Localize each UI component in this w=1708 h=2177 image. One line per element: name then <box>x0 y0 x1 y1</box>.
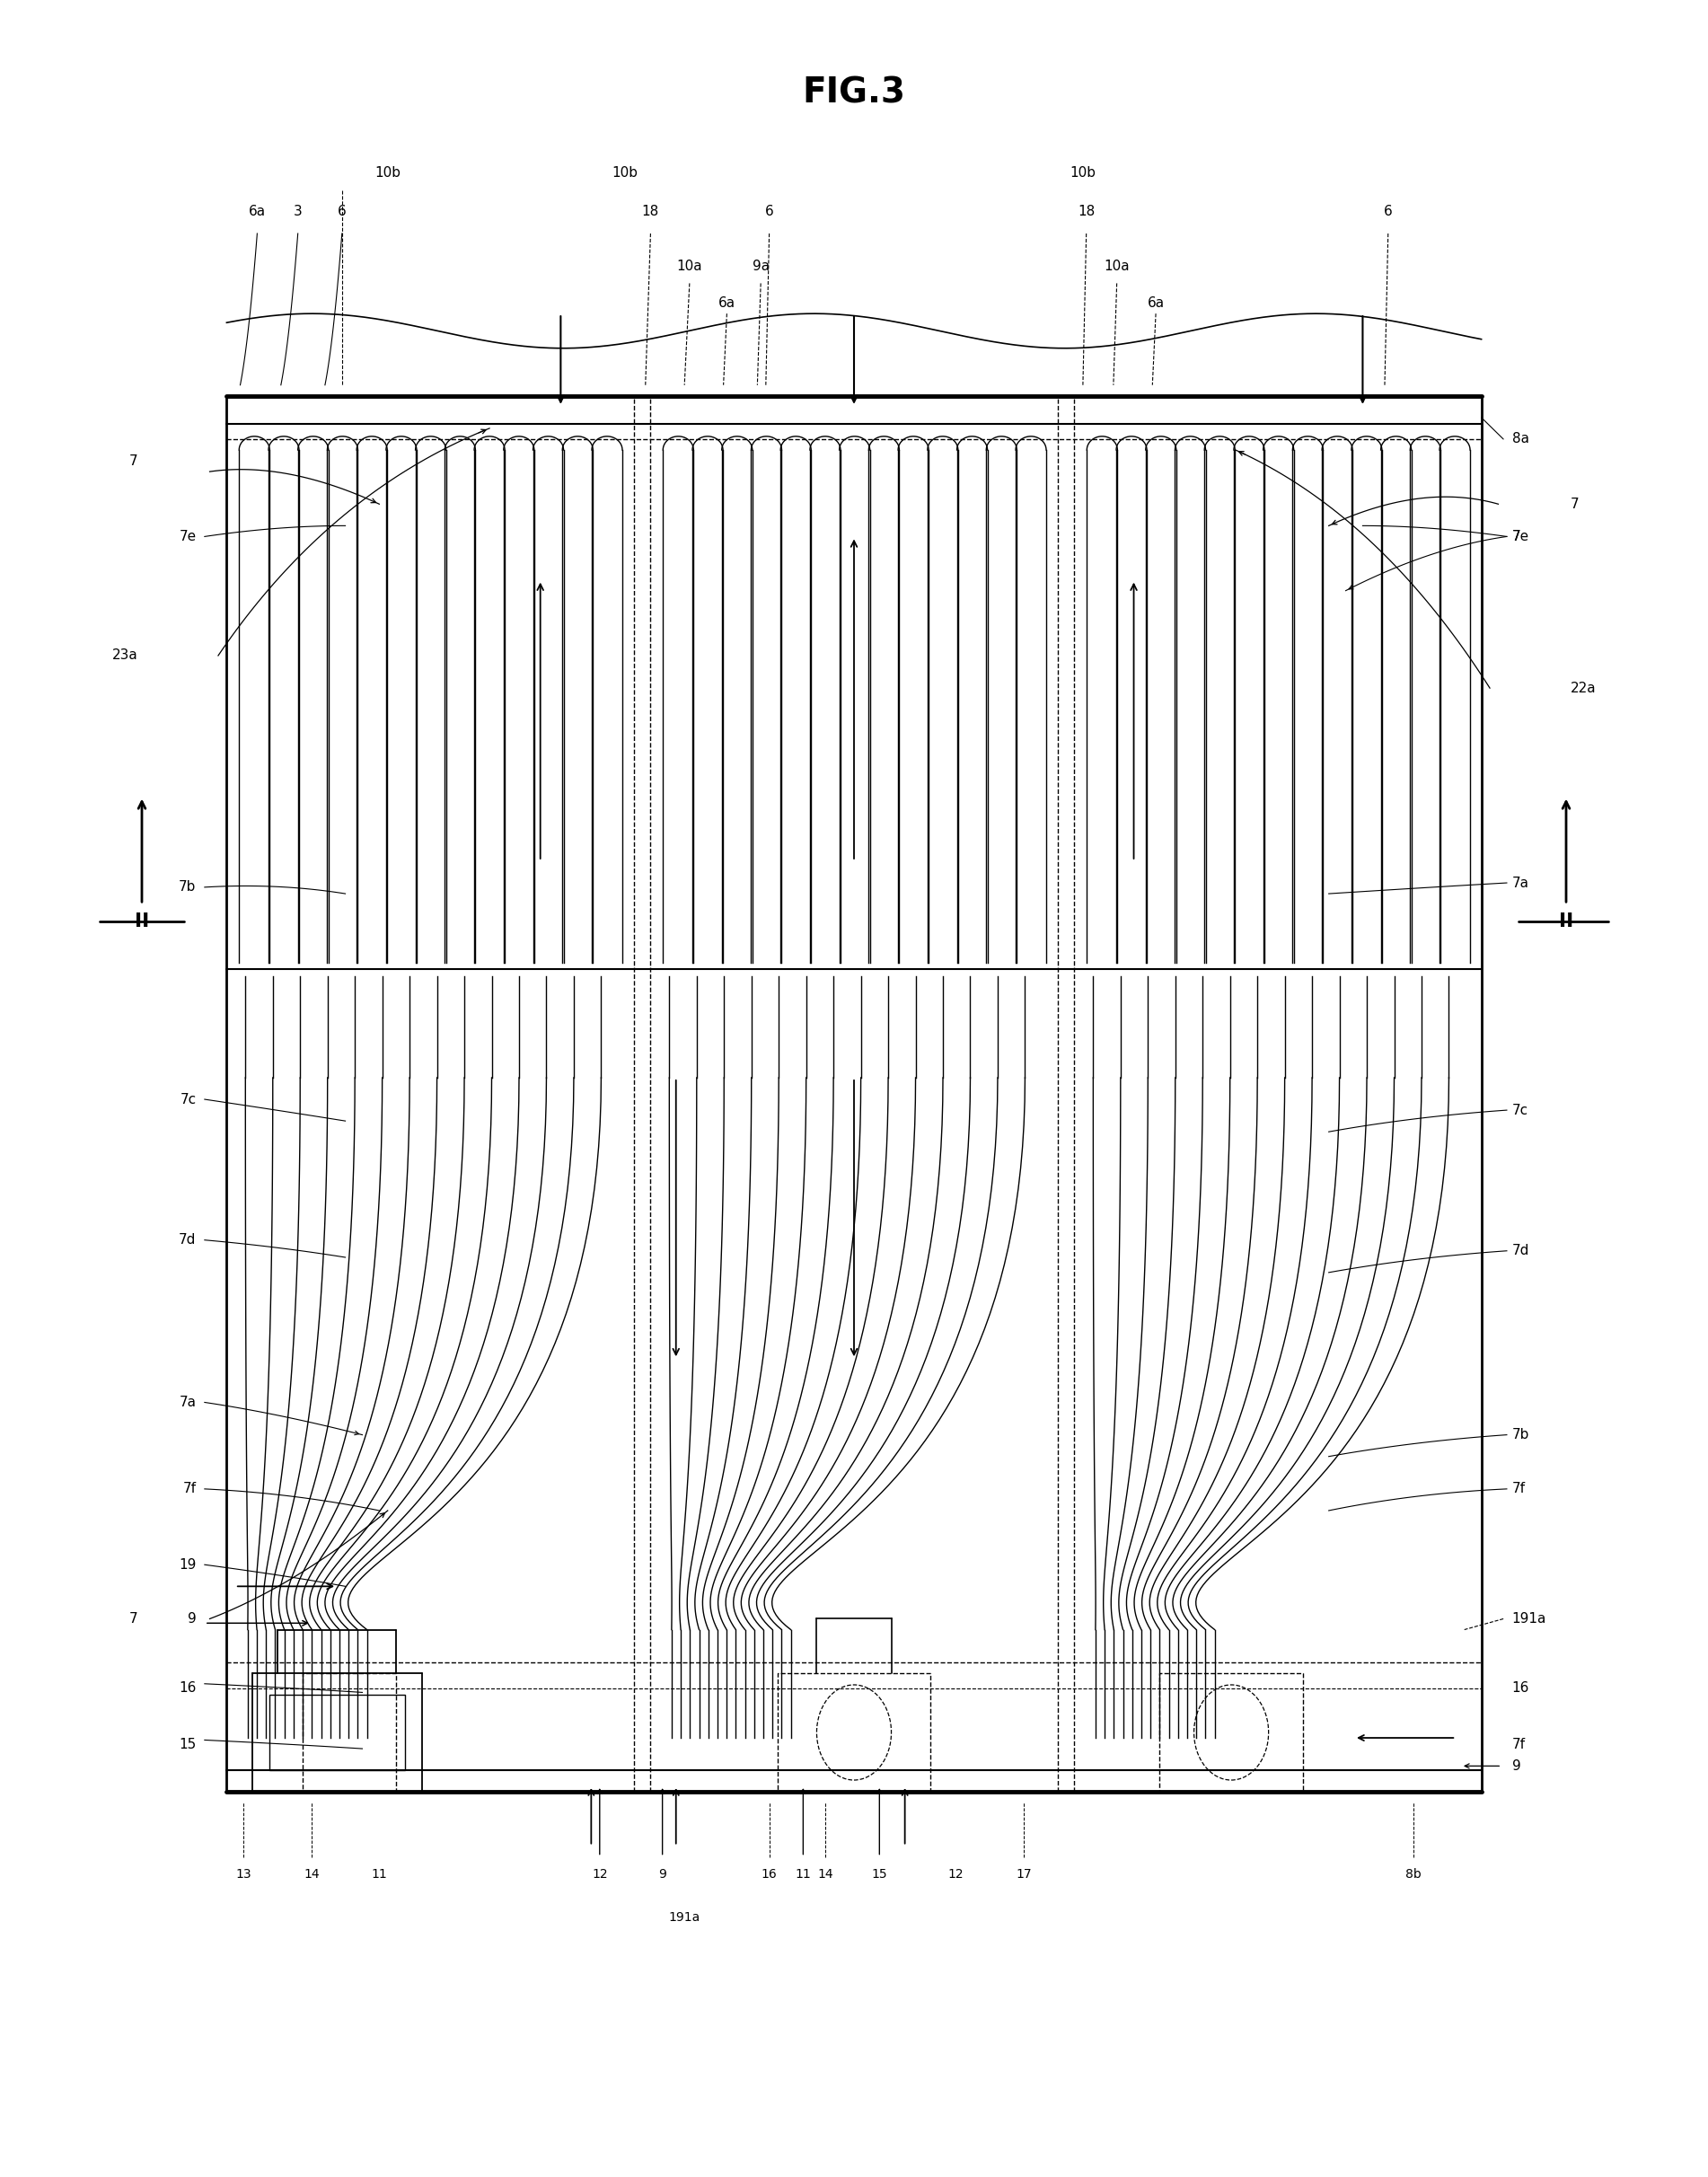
Text: 17: 17 <box>1016 1868 1032 1881</box>
Text: 7b: 7b <box>1512 1428 1529 1441</box>
Text: 15: 15 <box>179 1737 196 1750</box>
Text: 8a: 8a <box>1512 433 1529 446</box>
Text: 191a: 191a <box>668 1911 700 1924</box>
Text: 15: 15 <box>871 1868 888 1881</box>
Text: 7c: 7c <box>179 1093 196 1106</box>
Text: 7a: 7a <box>179 1395 196 1409</box>
Text: 7c: 7c <box>1512 1104 1529 1117</box>
Text: 7f: 7f <box>183 1483 196 1496</box>
Text: 6a: 6a <box>1148 296 1165 309</box>
Text: 18: 18 <box>642 205 659 218</box>
Text: 7: 7 <box>130 1613 138 1626</box>
Text: 14: 14 <box>816 1868 834 1881</box>
Text: 7: 7 <box>1570 496 1578 512</box>
Text: 10b: 10b <box>611 165 639 181</box>
Text: II: II <box>1559 912 1573 932</box>
Text: 7e: 7e <box>1512 529 1529 544</box>
Text: 7e: 7e <box>179 529 196 544</box>
Text: 3: 3 <box>294 205 302 218</box>
Text: 9: 9 <box>1512 1759 1520 1772</box>
Text: 18: 18 <box>1078 205 1095 218</box>
Text: 6: 6 <box>1383 205 1392 218</box>
Text: 16: 16 <box>179 1681 196 1696</box>
Text: 7a: 7a <box>1512 875 1529 890</box>
Text: 12: 12 <box>948 1868 963 1881</box>
Text: 16: 16 <box>1512 1681 1529 1696</box>
Text: 13: 13 <box>236 1868 251 1881</box>
Text: FIG.3: FIG.3 <box>803 76 905 109</box>
Text: 11: 11 <box>796 1868 811 1881</box>
Text: 10a: 10a <box>676 259 702 272</box>
Text: 19: 19 <box>179 1559 196 1572</box>
Text: 22a: 22a <box>1570 681 1595 694</box>
Text: 7d: 7d <box>1512 1243 1529 1258</box>
Text: 12: 12 <box>591 1868 608 1881</box>
Text: 9a: 9a <box>752 259 769 272</box>
Text: 6: 6 <box>765 205 774 218</box>
Text: 6a: 6a <box>719 296 736 309</box>
Text: 9: 9 <box>658 1868 666 1881</box>
Text: 10b: 10b <box>374 165 401 181</box>
Text: 7f: 7f <box>1512 1483 1525 1496</box>
Text: 191a: 191a <box>1512 1613 1546 1626</box>
Text: 7: 7 <box>130 455 138 468</box>
Text: 7b: 7b <box>179 880 196 895</box>
Text: 11: 11 <box>371 1868 388 1881</box>
Text: II: II <box>135 912 149 932</box>
Text: 10a: 10a <box>1103 259 1129 272</box>
Text: 10b: 10b <box>1069 165 1097 181</box>
Text: 6: 6 <box>338 205 347 218</box>
Text: 7d: 7d <box>179 1234 196 1247</box>
Text: 14: 14 <box>304 1868 319 1881</box>
Text: 7: 7 <box>1512 529 1520 544</box>
Text: 8b: 8b <box>1406 1868 1421 1881</box>
Text: 7f: 7f <box>1512 1737 1525 1750</box>
Text: 6a: 6a <box>249 205 266 218</box>
Text: 16: 16 <box>762 1868 777 1881</box>
Text: 23a: 23a <box>113 649 138 662</box>
Text: 9: 9 <box>188 1613 196 1626</box>
